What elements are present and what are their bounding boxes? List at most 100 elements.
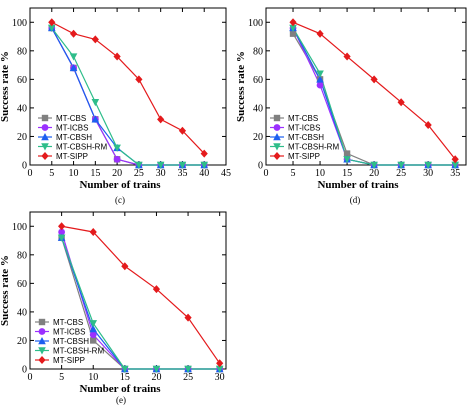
chart-panel-e: 0 5 10 15 20 25 30 0 20 40 60 80 100 Number of trains… xyxy=(0,211,227,405)
data-point-mt-cbsh xyxy=(89,325,98,333)
data-point-mt-cbsh-rm xyxy=(215,365,224,373)
data-point-mt-sipp xyxy=(451,155,459,164)
legend-marker-mt-cbsh-rm xyxy=(273,143,281,151)
panel-caption: (e) xyxy=(116,395,126,405)
x-tick-label: 0 xyxy=(264,168,269,179)
data-point-mt-cbsh-rm xyxy=(343,156,351,164)
legend-marker-mt-sipp xyxy=(273,152,281,160)
data-point-mt-sipp xyxy=(397,98,405,107)
chart-panel-c: 0 5 10 15 20 25 30 35 40 45 0 20 40 60 80 100 Number of … xyxy=(0,7,231,205)
legend-marker-mt-cbs xyxy=(41,114,49,122)
data-point-mt-sipp xyxy=(184,313,192,322)
legend-label-mt-cbsh: MT-CBSH xyxy=(53,337,89,346)
panel-caption: (c) xyxy=(115,195,125,205)
x-axis-title: Number of trains xyxy=(79,383,161,395)
legend-marker-mt-cbsh xyxy=(38,337,46,345)
y-tick-label: 80 xyxy=(17,250,27,261)
data-point-mt-sipp xyxy=(316,29,324,38)
legend-label-mt-icbs: MT-ICBS xyxy=(53,328,85,337)
y-tick-label: 0 xyxy=(22,161,27,172)
y-tick-label: 40 xyxy=(253,103,263,114)
plot-frame xyxy=(29,7,227,166)
legend-marker-mt-sipp xyxy=(38,356,46,364)
panel-caption: (d) xyxy=(350,195,361,205)
legend-marker-mt-cbsh-rm xyxy=(41,143,49,151)
x-tick-label: 20 xyxy=(112,168,122,179)
data-point-mt-sipp xyxy=(113,52,121,61)
legend-marker-mt-icbs xyxy=(273,124,281,131)
data-point-mt-icbs xyxy=(58,228,66,236)
y-tick-label: 40 xyxy=(17,103,27,114)
data-point-mt-cbsh-rm xyxy=(289,24,297,32)
x-tick-label: 5 xyxy=(59,372,64,383)
y-tick-label: 60 xyxy=(253,75,263,86)
data-point-mt-cbs xyxy=(343,150,351,157)
data-point-mt-cbs xyxy=(90,337,97,344)
legend-label-mt-sipp: MT-SIPP xyxy=(288,152,320,161)
y-tick-label: 0 xyxy=(22,365,27,376)
data-point-mt-cbsh xyxy=(316,75,324,83)
data-point-mt-cbsh-rm xyxy=(57,234,66,242)
plot-frame xyxy=(265,7,467,166)
data-point-mt-icbs xyxy=(316,81,324,89)
data-point-mt-cbsh-rm xyxy=(178,161,187,169)
data-point-mt-cbsh-rm xyxy=(113,144,121,152)
y-axis-title: Success rate % xyxy=(235,51,247,122)
legend-label-mt-cbsh-rm: MT-CBSH-RM xyxy=(56,143,107,152)
x-tick-label: 30 xyxy=(156,168,166,179)
y-tick-label: 0 xyxy=(258,161,263,172)
y-tick-label: 60 xyxy=(17,279,27,290)
x-tick-label: 45 xyxy=(221,168,231,179)
legend-marker-mt-cbs xyxy=(273,114,281,122)
x-tick-label: 40 xyxy=(199,168,209,179)
data-point-mt-cbsh-rm xyxy=(397,161,405,169)
legend-label-mt-cbs: MT-CBS xyxy=(53,318,83,327)
y-tick-label: 80 xyxy=(253,46,263,57)
legend-marker-mt-cbsh xyxy=(41,133,49,141)
data-point-mt-sipp xyxy=(178,126,187,135)
x-tick-label: 0 xyxy=(28,168,33,179)
data-point-mt-sipp xyxy=(216,359,224,368)
data-point-mt-sipp xyxy=(157,115,165,124)
legend-marker-mt-icbs xyxy=(38,328,46,335)
data-point-mt-cbsh-rm xyxy=(156,161,165,169)
x-tick-label: 10 xyxy=(315,168,325,179)
x-tick-label: 35 xyxy=(177,168,187,179)
legend-label-mt-sipp: MT-SIPP xyxy=(56,152,88,161)
legend-label-mt-icbs: MT-ICBS xyxy=(56,124,88,133)
data-point-mt-cbsh-rm xyxy=(152,365,161,373)
x-tick-label: 35 xyxy=(450,168,460,179)
legend-label-mt-sipp: MT-SIPP xyxy=(53,356,85,365)
data-point-mt-sipp xyxy=(69,29,78,38)
y-tick-label: 100 xyxy=(12,18,27,29)
chart-panel-d: 0 5 10 15 20 25 30 35 0 20 40 60 80 100 Number of trai… xyxy=(235,7,467,205)
legend-marker-mt-sipp xyxy=(41,152,49,160)
data-point-mt-cbsh-rm xyxy=(91,99,100,107)
data-point-mt-sipp xyxy=(152,285,161,294)
data-point-mt-cbsh-rm xyxy=(424,161,432,169)
x-tick-label: 10 xyxy=(88,372,98,383)
x-axis-title: Number of trains xyxy=(79,179,161,191)
y-tick-label: 40 xyxy=(17,307,27,318)
data-point-mt-sipp xyxy=(89,227,97,236)
y-tick-label: 20 xyxy=(253,132,263,143)
y-axis-title: Success rate % xyxy=(0,255,11,326)
data-point-mt-sipp xyxy=(343,52,351,61)
x-tick-label: 10 xyxy=(69,168,79,179)
x-tick-label: 20 xyxy=(151,372,161,383)
data-point-mt-cbsh xyxy=(91,115,100,123)
legend-label-mt-cbs: MT-CBS xyxy=(288,114,318,123)
legend-marker-mt-cbsh-rm xyxy=(38,347,46,355)
data-point-mt-cbsh-rm xyxy=(184,365,192,373)
data-point-mt-icbs xyxy=(113,155,121,163)
data-point-mt-cbsh-rm xyxy=(316,70,324,78)
x-tick-label: 5 xyxy=(49,168,54,179)
y-tick-label: 100 xyxy=(248,18,263,29)
legend-label-mt-icbs: MT-ICBS xyxy=(288,124,320,133)
data-point-mt-cbsh-rm xyxy=(451,161,459,169)
series-line-mt-sipp xyxy=(61,225,221,364)
data-point-mt-sipp xyxy=(289,18,297,27)
data-point-mt-cbsh-rm xyxy=(89,320,98,328)
